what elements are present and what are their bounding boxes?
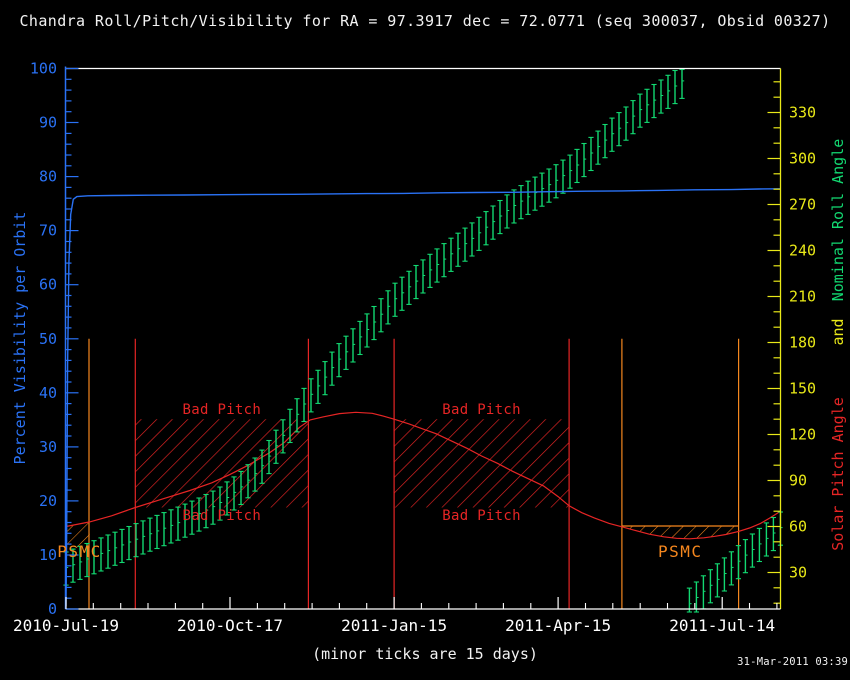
- right-tick-label: 300: [789, 150, 816, 168]
- right-tick-label: 90: [789, 472, 807, 490]
- left-tick-label: 70: [39, 222, 57, 240]
- psmc-label: PSMC: [57, 542, 102, 562]
- x-tick-label: 2010-Jul-19: [13, 616, 119, 635]
- right-tick-label: 30: [789, 564, 807, 582]
- creation-timestamp: 31-Mar-2011 03:39: [737, 656, 848, 668]
- psmc-zone: [621, 526, 739, 539]
- left-tick-label: 30: [39, 438, 57, 456]
- plot-title: Chandra Roll/Pitch/Visibility for RA = 9…: [19, 12, 831, 30]
- right-axis-label-solar-pitch: Solar Pitch Angle: [829, 397, 847, 551]
- psmc-label: PSMC: [657, 542, 703, 562]
- right-tick-label: 210: [789, 288, 816, 306]
- left-tick-label: 40: [39, 384, 57, 402]
- bad-pitch-zone: [394, 419, 570, 508]
- left-tick-label: 100: [30, 60, 57, 78]
- solar-pitch-curve: [65, 411, 781, 540]
- left-tick-label: 10: [39, 546, 57, 564]
- right-tick-label: 150: [789, 380, 816, 398]
- right-tick-label: 120: [789, 426, 816, 444]
- x-tick-label: 2011-Jul-14: [669, 616, 775, 635]
- bad-pitch-label: Bad Pitch: [442, 401, 521, 418]
- bad-pitch-label: Bad Pitch: [182, 507, 262, 524]
- visibility-curve: [65, 188, 781, 607]
- left-tick-label: 90: [39, 114, 57, 132]
- right-tick-label: 240: [789, 242, 816, 260]
- right-tick-label: 180: [789, 334, 816, 352]
- right-tick-label: 330: [789, 104, 816, 122]
- left-tick-label: 60: [39, 276, 57, 294]
- x-tick-label: 2011-Apr-15: [505, 616, 611, 635]
- bad-pitch-label: Bad Pitch: [442, 507, 521, 524]
- left-tick-label: 50: [39, 330, 57, 348]
- left-axis-label: Percent Visibility per Orbit: [11, 211, 29, 465]
- left-tick-label: 80: [39, 168, 57, 186]
- right-tick-label: 270: [789, 196, 816, 214]
- psmc-zone: [66, 521, 90, 548]
- nominal-roll-band: [63, 68, 783, 613]
- left-tick-label: 20: [39, 492, 57, 510]
- bad-pitch-zone: [135, 419, 309, 508]
- left-tick-label: 0: [48, 600, 57, 618]
- x-tick-label: 2010-Oct-17: [177, 616, 283, 635]
- bad-pitch-label: Bad Pitch: [182, 401, 262, 418]
- x-tick-label: 2011-Jan-15: [341, 616, 447, 635]
- right-tick-label: 60: [789, 518, 807, 536]
- minor-tick-note: (minor ticks are 15 days): [312, 645, 538, 663]
